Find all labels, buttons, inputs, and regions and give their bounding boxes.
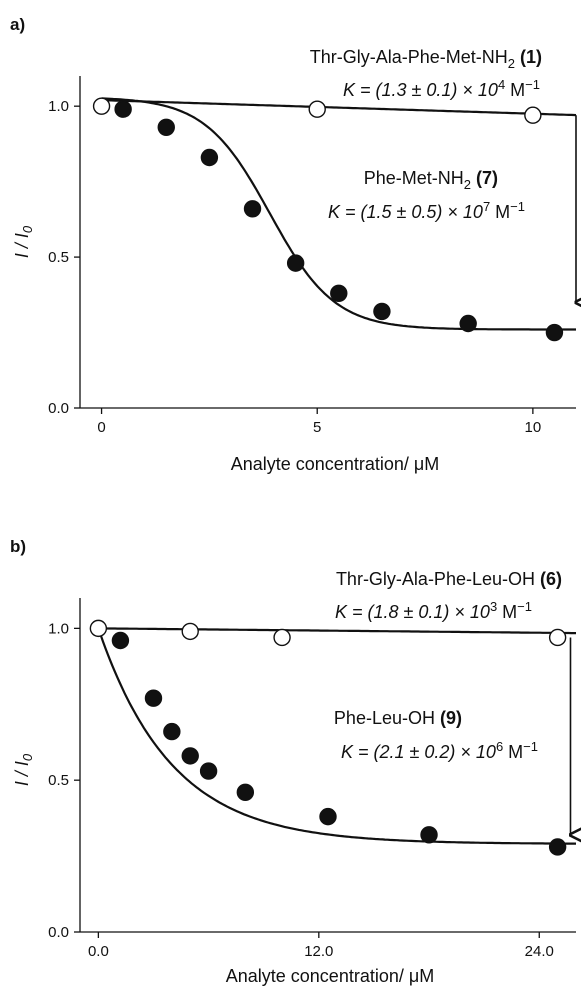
data-point-filled bbox=[373, 302, 391, 321]
panel-b-label: b) bbox=[10, 537, 26, 556]
data-point-open bbox=[548, 628, 567, 647]
panel-a-plot: 0 5 10 0.0 0.5 1.0 bbox=[48, 76, 576, 436]
panel-a-y-axis-label: I / I0 bbox=[12, 225, 35, 258]
data-point-filled bbox=[243, 200, 262, 218]
data-point-filled bbox=[236, 783, 255, 802]
fit-curve-series-1 bbox=[98, 627, 576, 635]
y-tick-label: 1.0 bbox=[48, 620, 69, 637]
data-point-filled bbox=[163, 722, 181, 741]
data-point-open bbox=[524, 106, 542, 124]
x-tick-label: 24.0 bbox=[525, 943, 554, 960]
data-point-filled bbox=[459, 314, 477, 333]
x-tick-label: 5 bbox=[313, 419, 321, 436]
fit-curve-series-2 bbox=[97, 628, 576, 845]
k-value-series-9: K = (2.1 ± 0.2) × 106 M−1 bbox=[341, 739, 538, 762]
panel-b-plot: 0.0 12.0 24.0 0.0 0.5 1.0 bbox=[48, 598, 576, 960]
series-label-phe-leu-oh: Phe-Leu-OH (9) bbox=[334, 708, 462, 728]
data-point-filled bbox=[111, 631, 130, 650]
fit-curve-series-2 bbox=[101, 97, 576, 331]
data-point-open bbox=[89, 619, 108, 638]
panel-b-x-axis-label: Analyte concentration/ μM bbox=[226, 966, 434, 986]
data-point-filled bbox=[200, 148, 219, 167]
y-tick-label: 0.0 bbox=[48, 400, 69, 417]
x-tick-label: 12.0 bbox=[304, 943, 333, 960]
data-point-filled bbox=[181, 747, 199, 765]
data-point-filled bbox=[144, 689, 163, 707]
data-point-filled bbox=[319, 807, 337, 826]
data-point-filled bbox=[199, 762, 218, 780]
y-tick-label: 0.0 bbox=[48, 924, 69, 941]
data-point-filled bbox=[545, 323, 564, 342]
x-tick-label: 0 bbox=[97, 419, 105, 436]
panel-a-label: a) bbox=[10, 15, 25, 34]
data-point-filled bbox=[114, 100, 132, 118]
k-value-series-1: K = (1.3 ± 0.1) × 104 M−1 bbox=[343, 77, 540, 100]
data-point-filled bbox=[548, 838, 567, 856]
data-point-filled bbox=[286, 254, 305, 272]
data-point-filled bbox=[330, 284, 348, 303]
data-point-open bbox=[92, 97, 111, 115]
panel-a: a) 0 5 10 0.0 0.5 1.0 Thr-Gly-Ala-Phe-Met-NH2… bbox=[10, 15, 576, 474]
y-tick-label: 1.0 bbox=[48, 98, 69, 115]
panel-b: b) 0.0 12.0 24.0 0.0 0.5 1.0 Thr-Gly-Ala-Phe-… bbox=[10, 537, 576, 986]
k-value-series-6: K = (1.8 ± 0.1) × 103 M−1 bbox=[335, 599, 532, 622]
fit-curve-series-1 bbox=[101, 99, 577, 117]
panel-b-y-axis-label: I / I0 bbox=[12, 753, 35, 786]
data-point-filled bbox=[420, 826, 438, 844]
data-point-open bbox=[273, 628, 291, 647]
data-point-filled bbox=[157, 118, 175, 137]
series-label-thr-gly-ala-phe-leu-oh: Thr-Gly-Ala-Phe-Leu-OH (6) bbox=[336, 569, 562, 589]
y-tick-label: 0.5 bbox=[48, 249, 69, 266]
x-tick-label: 10 bbox=[525, 419, 542, 436]
k-value-series-7: K = (1.5 ± 0.5) × 107 M−1 bbox=[328, 199, 525, 222]
series-label-phe-met-nh2: Phe-Met-NH2 (7) bbox=[364, 168, 498, 192]
panel-a-x-axis-label: Analyte concentration/ μM bbox=[231, 454, 439, 474]
x-tick-label: 0.0 bbox=[88, 943, 109, 960]
data-point-open bbox=[181, 622, 199, 641]
y-tick-label: 0.5 bbox=[48, 772, 69, 789]
data-point-open bbox=[308, 100, 326, 118]
series-label-thr-gly-ala-phe-met-nh2: Thr-Gly-Ala-Phe-Met-NH2 (1) bbox=[310, 47, 542, 71]
